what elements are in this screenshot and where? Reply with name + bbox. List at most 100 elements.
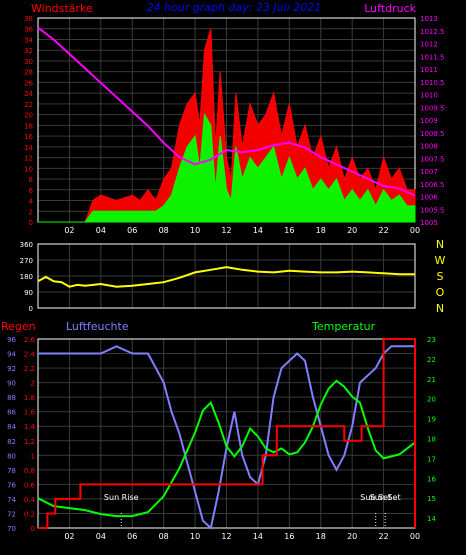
humidity-tick-label: 84 (7, 423, 16, 431)
wind-speed-tick-label: 12 (24, 155, 33, 163)
wind-speed-tick-label: 28 (24, 69, 33, 77)
humidity-tick-label: 92 (7, 365, 16, 373)
humidity-tick-label: 90 (7, 380, 16, 388)
temperature-series (37, 379, 416, 518)
rain-tick-label: 2 (31, 380, 35, 388)
x-tick-label: 12 (221, 226, 231, 235)
wind-speed-tick-label: 0 (29, 219, 33, 227)
humidity-tick-label: 76 (7, 481, 16, 489)
wind-speed-tick-label: 38 (24, 15, 33, 23)
temperature-tick-label: 17 (427, 455, 436, 463)
direction-tick-label: 360 (20, 241, 33, 249)
wind-speed-tick-label: 8 (29, 176, 33, 184)
pressure-tick-label: 1010 (420, 92, 438, 100)
compass-label: N (436, 238, 444, 251)
x-tick-label: 10 (190, 532, 200, 541)
pressure-tick-label: 1008.5 (420, 130, 445, 138)
rain-tick-label: 0 (31, 525, 35, 533)
humidity-tick-label: 72 (7, 510, 16, 518)
wind-speed-tick-label: 24 (24, 90, 33, 98)
sun-event-label: Sun Rise (104, 493, 139, 502)
pressure-tick-label: 1010.5 (420, 79, 445, 87)
direction-tick-label: 180 (20, 273, 33, 281)
x-tick-label: 10 (190, 226, 200, 235)
compass-label: O (436, 286, 445, 299)
rain-tick-label: 1.2 (24, 438, 35, 446)
wind-speed-tick-label: 14 (24, 144, 33, 152)
wind-speed-tick-label: 16 (24, 133, 33, 141)
chart-title: 24 hour graph day: 23 Juli 2021 (147, 1, 322, 14)
humidity-tick-label: 96 (7, 336, 16, 344)
rain-tick-label: 1 (31, 452, 35, 460)
wind-pressure-panel: 0246810121416182022242628303234363810051… (24, 15, 444, 235)
rain-tick-label: 1.6 (24, 409, 36, 417)
pressure-axis-title: Luftdruck (364, 2, 416, 15)
direction-tick-label: 0 (29, 305, 33, 313)
rain-humidity-temperature-panel: 70 72 74 76 78 80 82 84 86 88 90 92 94 96 0 0.2 0.4 0.6 0.… (7, 336, 436, 541)
temperature-tick-label: 15 (427, 495, 436, 503)
wind-speed-tick-label: 30 (24, 58, 33, 66)
temperature-tick-label: 22 (427, 356, 436, 364)
wind-speed-tick-label: 34 (24, 36, 33, 44)
rain-tick-label: 0.4 (24, 496, 36, 504)
pressure-tick-label: 1007.5 (420, 155, 445, 163)
x-tick-label: 14 (253, 226, 263, 235)
x-tick-label: 06 (127, 226, 137, 235)
pressure-tick-label: 1005 (420, 219, 438, 227)
temperature-tick-label: 20 (427, 396, 436, 404)
wind-speed-tick-label: 26 (24, 79, 33, 87)
pressure-tick-label: 1011.5 (420, 53, 445, 61)
pressure-tick-label: 1013 (420, 15, 438, 23)
pressure-tick-label: 1012 (420, 41, 438, 49)
x-tick-label: 08 (159, 532, 169, 541)
wind-speed-tick-label: 18 (24, 122, 33, 130)
x-tick-label: 16 (284, 226, 294, 235)
pressure-tick-label: 1012.5 (420, 28, 445, 36)
x-tick-label: 00 (410, 226, 420, 235)
x-tick-label: 04 (96, 532, 106, 541)
sun-event-label: Sun Set (370, 493, 401, 502)
humidity-tick-label: 80 (7, 452, 16, 460)
wind-speed-tick-label: 36 (24, 26, 33, 34)
x-tick-label: 22 (378, 226, 388, 235)
rain-axis-title: Regen (1, 320, 36, 333)
pressure-tick-label: 1006 (420, 194, 438, 202)
rain-tick-label: 2.6 (24, 336, 36, 344)
rain-tick-label: 0.6 (24, 481, 36, 489)
x-tick-label: 20 (347, 532, 357, 541)
temperature-tick-label: 21 (427, 376, 436, 384)
wind-speed-tick-label: 10 (24, 165, 33, 173)
rain-tick-label: 1.8 (24, 394, 35, 402)
x-tick-label: 02 (64, 226, 74, 235)
humidity-tick-label: 78 (7, 467, 16, 475)
pressure-tick-label: 1009 (420, 117, 438, 125)
x-tick-label: 16 (284, 532, 294, 541)
wind-speed-tick-label: 4 (29, 198, 34, 206)
humidity-axis-title: Luftfeuchte (66, 320, 129, 333)
rain-tick-label: 0.2 (24, 510, 35, 518)
sun-event-label: Sun Set (360, 493, 391, 502)
temperature-axis-title: Temperatur (311, 320, 376, 333)
x-tick-label: 14 (253, 532, 263, 541)
rain-tick-label: 0.8 (24, 467, 35, 475)
temperature-tick-label: 18 (427, 435, 436, 443)
x-tick-label: 00 (410, 532, 420, 541)
x-tick-label: 02 (64, 532, 74, 541)
wind-speed-tick-label: 22 (24, 101, 33, 109)
x-tick-label: 04 (96, 226, 106, 235)
wind-average-series (38, 112, 416, 223)
x-tick-label: 08 (159, 226, 169, 235)
humidity-tick-label: 74 (7, 496, 16, 504)
humidity-tick-label: 86 (7, 409, 16, 417)
pressure-tick-label: 1011 (420, 66, 438, 74)
temperature-tick-label: 14 (427, 515, 436, 523)
rain-tick-label: 1.4 (24, 423, 36, 431)
temperature-tick-label: 19 (427, 416, 436, 424)
x-tick-label: 22 (378, 532, 388, 541)
wind-speed-tick-label: 6 (29, 187, 34, 195)
compass-label: N (436, 302, 444, 315)
pressure-tick-label: 1009.5 (420, 104, 445, 112)
humidity-tick-label: 70 (7, 525, 16, 533)
direction-tick-label: 90 (24, 289, 33, 297)
x-tick-label: 18 (316, 226, 326, 235)
